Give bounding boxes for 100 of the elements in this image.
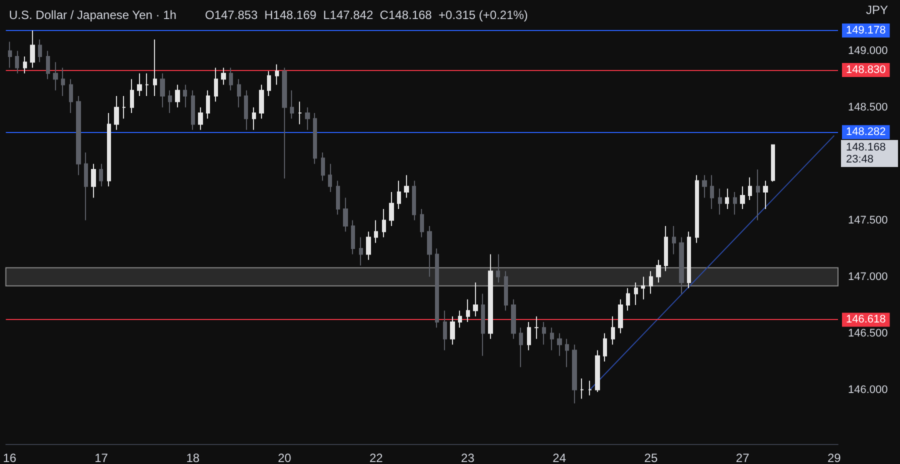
candlestick [23, 56, 27, 74]
x-tick-label: 20 [278, 451, 292, 464]
candlestick [122, 96, 126, 120]
candlestick [382, 208, 386, 238]
candlestick [336, 180, 340, 216]
candlestick [137, 72, 142, 97]
candlestick [496, 254, 500, 283]
candlestick [229, 67, 233, 91]
candlestick [641, 276, 645, 300]
x-tick-label: 29 [828, 451, 842, 464]
candlestick [412, 180, 416, 221]
candlestick [679, 236, 684, 294]
candlestick [733, 192, 737, 216]
y-tick-label: 147.000 [848, 270, 888, 283]
candlestick [298, 101, 302, 125]
candlestick [634, 282, 638, 306]
candlestick [473, 282, 478, 317]
text: JPY [866, 3, 888, 17]
x-tick-label: 17 [94, 451, 108, 464]
candlestick [15, 50, 19, 74]
candlestick [61, 67, 65, 97]
candlestick [550, 327, 554, 351]
candlestick [435, 248, 439, 328]
candlestick [450, 316, 455, 346]
text: O147.853 H148.169 L147.842 C148.168 +0.315 (+0.21%) [205, 8, 528, 22]
candlestick [267, 70, 271, 97]
y-tick-label: 146.500 [848, 327, 888, 340]
candlestick [191, 90, 195, 130]
candlestick [511, 298, 516, 340]
x-tick-label: 23 [461, 451, 475, 464]
candlestick [275, 64, 279, 86]
candlestick [649, 270, 653, 294]
candlestick [321, 152, 325, 182]
candlestick [397, 180, 401, 210]
y-tick-label: 146.000 [848, 384, 888, 396]
text: U.S. Dollar / Japanese Yen · 1h [9, 8, 176, 22]
candlestick [420, 208, 424, 238]
candlestick [656, 259, 661, 283]
candlestick [725, 188, 729, 210]
ref-line-label: 149.178 [846, 24, 886, 37]
candlestick [702, 174, 707, 198]
candlestick [359, 236, 363, 266]
candlestick [30, 30, 35, 68]
candlestick [374, 220, 378, 244]
candlestick [351, 220, 355, 255]
ref-line-label: 148.830 [846, 64, 886, 76]
candlestick [763, 180, 768, 210]
candlestick [588, 380, 592, 396]
candlestick [84, 152, 88, 221]
x-tick-label: 24 [552, 451, 566, 464]
candlestick [214, 67, 218, 102]
candlestick [69, 78, 73, 114]
candlestick [580, 378, 584, 400]
candlestick [572, 344, 577, 404]
x-tick-label: 25 [644, 451, 658, 464]
candlestick [221, 67, 226, 86]
y-tick-label: 149.000 [848, 44, 888, 57]
text: 23:48 [846, 154, 874, 166]
candlestick [756, 168, 760, 221]
candlestick [290, 90, 294, 120]
candlestick [404, 174, 409, 198]
candlestick [46, 50, 50, 80]
candlestick [504, 270, 508, 312]
candlestick [107, 112, 111, 187]
candlestick [244, 90, 248, 130]
candlestick [175, 84, 180, 108]
candlestick [718, 188, 722, 216]
candlestick [252, 106, 256, 130]
candlestick [91, 163, 96, 198]
candlestick [114, 96, 119, 130]
candlestick [145, 72, 149, 97]
candlestick [519, 327, 523, 368]
candlestick [259, 84, 264, 120]
candlestick [695, 174, 699, 244]
candlestick [305, 106, 310, 130]
candlestick [130, 78, 134, 114]
candlestick [481, 293, 485, 356]
candlestick [672, 225, 676, 255]
candlestick [328, 163, 332, 193]
candlestick [389, 192, 394, 226]
candlestick [366, 231, 371, 260]
x-tick-label: 16 [2, 451, 17, 464]
candlestick [76, 96, 81, 176]
candlestick [53, 62, 58, 91]
candlestick [710, 174, 714, 210]
x-tick-label: 18 [186, 451, 200, 464]
candlestick [664, 225, 668, 272]
ref-line-label: 146.618 [846, 314, 886, 326]
candlestick [527, 321, 531, 351]
candlestick [626, 288, 630, 312]
candlestick [160, 72, 165, 108]
candlestick [534, 316, 539, 340]
candlestick [557, 332, 562, 356]
candlestick [282, 67, 287, 180]
candlestick [38, 39, 42, 63]
text: 148.168 [846, 142, 886, 154]
candlestick [427, 225, 432, 278]
candlestick [611, 316, 615, 346]
candlestick [458, 310, 462, 328]
y-tick-label: 148.500 [848, 101, 888, 114]
